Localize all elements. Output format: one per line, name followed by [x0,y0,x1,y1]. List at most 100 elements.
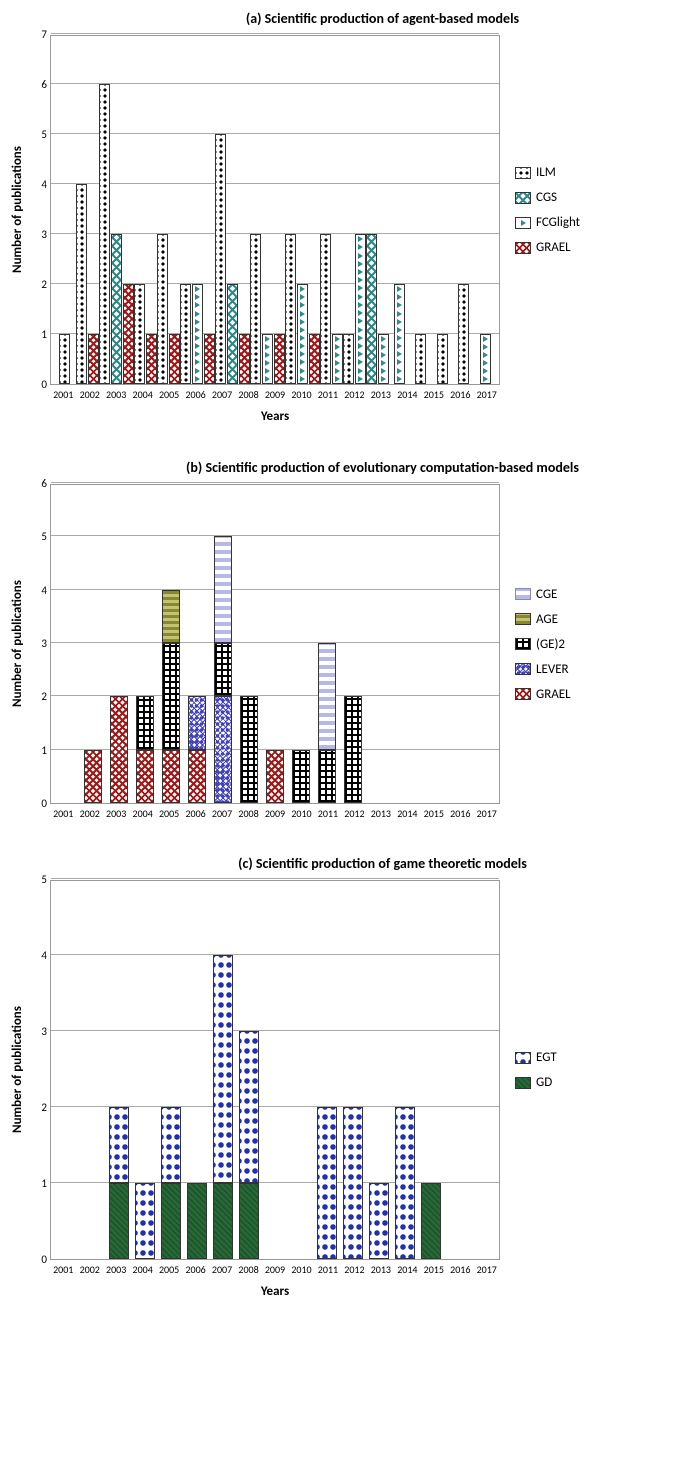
segment-age [162,590,180,643]
legend-item-egt: EGT [515,1050,557,1065]
x-tick: 2010 [288,385,314,401]
stacked-bar [241,696,257,803]
bar-fcglight [355,234,366,384]
bar-ilm [343,334,354,384]
segment-lever [188,696,206,749]
stacked-bar [111,696,127,803]
segment-grael [110,696,128,803]
x-tick: 2011 [315,804,341,820]
segment-egt [343,1107,363,1259]
year-group [54,881,80,1259]
x-tick: 2014 [394,385,420,401]
legend-swatch [515,688,531,700]
chart-a-xlabel: Years [50,409,500,424]
year-group [158,485,184,803]
chart-c-ylabel: Number of publications [10,880,30,1260]
year-group [134,36,157,384]
year-group [343,36,366,384]
segment-grael [162,750,180,803]
chart-a-xaxis: 2001200220032004200520062007200820092010… [50,385,500,401]
year-group [470,881,496,1259]
grid-line [51,33,499,34]
bar-grael [169,334,180,384]
x-tick: 2016 [447,804,473,820]
year-group [132,485,158,803]
segment-ge2 [136,696,154,749]
stacked-bar [396,1107,414,1259]
segment-ge2 [214,643,232,696]
legend-swatch [515,588,531,600]
bar-ilm [134,284,145,384]
year-group [80,485,106,803]
segment-grael [84,750,102,803]
legend-label: (GE)2 [536,637,565,652]
segment-egt [161,1107,181,1183]
legend-swatch [515,167,531,179]
chart-b-plot [50,484,500,804]
x-tick: 2001 [50,385,76,401]
legend-item-gd: GD [515,1075,557,1090]
x-tick: 2017 [474,385,500,401]
bar-ilm [99,84,110,384]
x-tick: 2001 [50,1260,76,1276]
x-tick: 2003 [103,1260,129,1276]
stacked-bar [85,750,101,803]
bar-grael [123,284,134,384]
segment-egt [317,1107,337,1259]
year-group [180,36,215,384]
stacked-bar [110,1107,128,1259]
x-tick: 2004 [129,1260,155,1276]
year-group [157,36,180,384]
chart-c: (c) Scientific production of game theore… [10,855,675,1299]
year-group [54,36,76,384]
year-group [340,881,366,1259]
chart-a-ylabel: Number of publications [10,35,30,385]
bar-grael [309,334,320,384]
bars-row [51,881,499,1259]
bar-ilm [180,284,191,384]
chart-b-yaxis: 6543210 [30,484,50,804]
segment-egt [369,1183,389,1259]
x-tick: 2008 [235,385,261,401]
legend-swatch [515,613,531,625]
chart-b-title: (b) Scientific production of evolutionar… [10,459,675,476]
year-group [250,36,285,384]
x-tick: 2016 [447,1260,473,1276]
year-group [320,36,343,384]
x-tick: 2005 [156,385,182,401]
x-tick: 2009 [262,1260,288,1276]
x-tick: 2012 [341,804,367,820]
grid-line [51,878,499,879]
segment-gd [239,1183,259,1259]
x-tick: 2013 [368,804,394,820]
year-group [418,485,444,803]
year-group [288,485,314,803]
segment-egt [135,1183,155,1259]
legend-swatch [515,242,531,254]
year-group [158,881,184,1259]
x-tick: 2012 [341,385,367,401]
bar-fcglight [480,334,491,384]
bar-ilm [458,284,469,384]
bar-grael [146,334,157,384]
x-tick: 2014 [394,804,420,820]
x-tick: 2003 [103,385,129,401]
x-tick: 2006 [182,804,208,820]
x-tick: 2017 [474,1260,500,1276]
chart-b-legend: CGEAGE(GE)2LEVERGRAEL [500,484,571,804]
legend-item-ilm: ILM [515,165,580,180]
bar-ilm [437,334,448,384]
x-tick: 2005 [156,1260,182,1276]
stacked-bar [136,1183,154,1259]
bar-cgs [227,284,238,384]
x-tick: 2011 [315,1260,341,1276]
bar-ilm [215,134,226,384]
year-group [314,485,340,803]
x-tick: 2016 [447,385,473,401]
stacked-bar [240,1031,258,1259]
year-group [366,36,389,384]
year-group [288,881,314,1259]
year-group [54,485,80,803]
legend-item-grael: GRAEL [515,240,580,255]
year-group [184,881,210,1259]
